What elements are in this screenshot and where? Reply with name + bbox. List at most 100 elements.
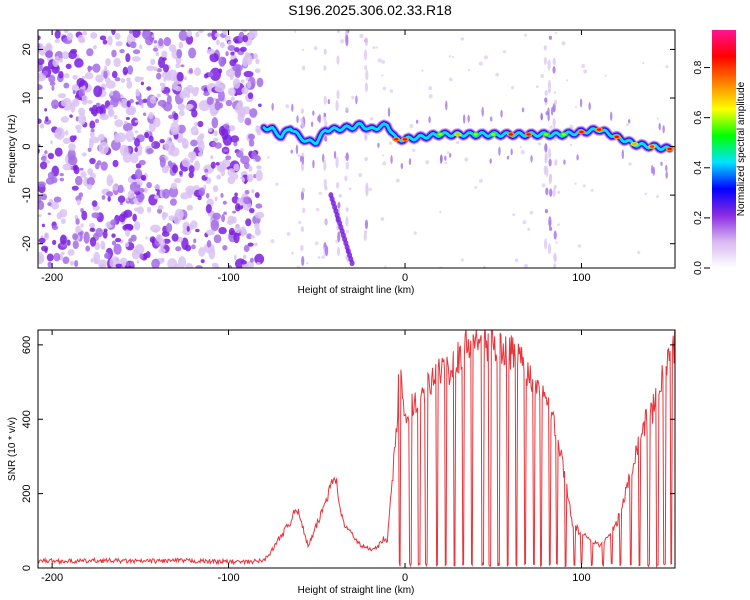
clutter-dot — [554, 32, 558, 35]
clutter-dot — [389, 89, 394, 93]
signal-peak — [579, 130, 584, 134]
noise-blob — [81, 76, 86, 80]
track-wisp — [310, 121, 314, 127]
clutter-dot — [637, 251, 641, 255]
signal-peak — [614, 135, 619, 139]
noise-blob — [197, 195, 202, 201]
colorbar: 0.0 0.2 0.4 0.6 0.8 Normalized spectral ampl… — [693, 30, 747, 275]
noise-blob — [54, 38, 60, 44]
noise-blob — [168, 114, 174, 119]
streak-blob — [324, 135, 328, 142]
noise-blob — [168, 44, 177, 53]
noise-blob — [112, 183, 119, 191]
noise-blob — [102, 39, 108, 45]
noise-blob — [86, 48, 94, 57]
noise-blob — [190, 151, 197, 161]
noise-blob — [111, 70, 118, 79]
noise-blob — [122, 152, 132, 163]
streak-blob — [552, 66, 556, 74]
noise-blob — [58, 70, 64, 79]
track-wisp — [563, 159, 566, 165]
noise-blob — [247, 173, 254, 183]
noise-blob — [131, 117, 139, 127]
noise-blob — [247, 92, 254, 100]
noise-blob — [72, 233, 79, 241]
noise-blob — [190, 126, 199, 136]
noise-blob — [134, 130, 139, 134]
noise-blob — [140, 103, 144, 108]
noise-blob — [114, 32, 121, 40]
streak-blob — [301, 187, 305, 193]
noise-blob — [134, 76, 142, 83]
noise-blob — [188, 165, 195, 174]
clutter-dot — [448, 77, 453, 82]
clutter-dot — [582, 184, 586, 188]
noise-blob — [104, 65, 108, 71]
noise-blob — [256, 262, 261, 266]
noise-blob — [117, 195, 126, 203]
streak-blob — [547, 79, 552, 91]
noise-blob — [225, 68, 236, 78]
noise-blob — [206, 240, 212, 248]
spectrogram-y-tick-label: -20 — [21, 236, 33, 252]
noise-blob — [234, 225, 241, 234]
noise-blob — [62, 256, 70, 264]
streak-blob — [548, 173, 553, 182]
clutter-dot — [421, 69, 424, 72]
clutter-dot — [474, 186, 478, 189]
clutter-dot — [412, 148, 416, 152]
clutter-dot — [297, 154, 301, 157]
track-wisp — [665, 171, 668, 179]
noise-blob — [188, 171, 195, 179]
noise-blob — [151, 142, 155, 147]
streak-blob — [544, 90, 548, 97]
noise-blob — [113, 243, 122, 255]
track-wisp — [462, 114, 466, 124]
noise-blob — [138, 159, 146, 166]
streak-blob — [300, 108, 304, 114]
streak-blob — [365, 69, 369, 81]
clutter-dot — [382, 154, 385, 157]
noise-blob — [124, 223, 134, 230]
noise-blob — [93, 85, 103, 97]
noise-blob — [94, 242, 100, 251]
noise-blob — [117, 184, 124, 194]
noise-blob — [242, 57, 249, 68]
track-wisp — [299, 155, 303, 163]
noise-blob — [210, 155, 214, 160]
noise-blob — [75, 218, 80, 225]
noise-blob — [60, 116, 69, 123]
noise-blob — [144, 131, 150, 139]
track-wisp — [327, 98, 331, 105]
noise-blob — [62, 51, 69, 60]
noise-blob — [81, 210, 88, 221]
noise-blob — [53, 252, 61, 262]
noise-blob — [251, 189, 255, 194]
track-wisp — [377, 142, 380, 148]
noise-blob — [246, 80, 252, 89]
clutter-dot — [574, 106, 577, 109]
noise-blob — [125, 229, 131, 237]
clutter-dot — [590, 188, 594, 192]
streak-blob — [365, 182, 369, 194]
noise-blob — [173, 177, 182, 184]
noise-blob — [159, 156, 166, 169]
clutter-dot — [377, 58, 382, 63]
snr-panel: -200 -100 0 100 0 200 400 600 Height of straig… — [7, 329, 676, 596]
noise-blob — [57, 93, 67, 99]
noise-blob — [247, 133, 255, 140]
noise-blob — [163, 64, 170, 73]
clutter-dot — [557, 223, 560, 227]
noise-blob — [159, 138, 165, 144]
clutter-dot — [642, 61, 645, 65]
noise-blob — [185, 185, 195, 195]
noise-blob — [165, 92, 169, 96]
clutter-dot — [569, 143, 573, 147]
noise-blob — [221, 214, 226, 223]
clutter-dot — [317, 256, 321, 259]
noise-blob — [191, 86, 199, 97]
noise-blob — [146, 206, 152, 213]
streak-blob — [543, 45, 547, 51]
noise-blob — [168, 215, 175, 221]
noise-blob — [212, 212, 221, 220]
